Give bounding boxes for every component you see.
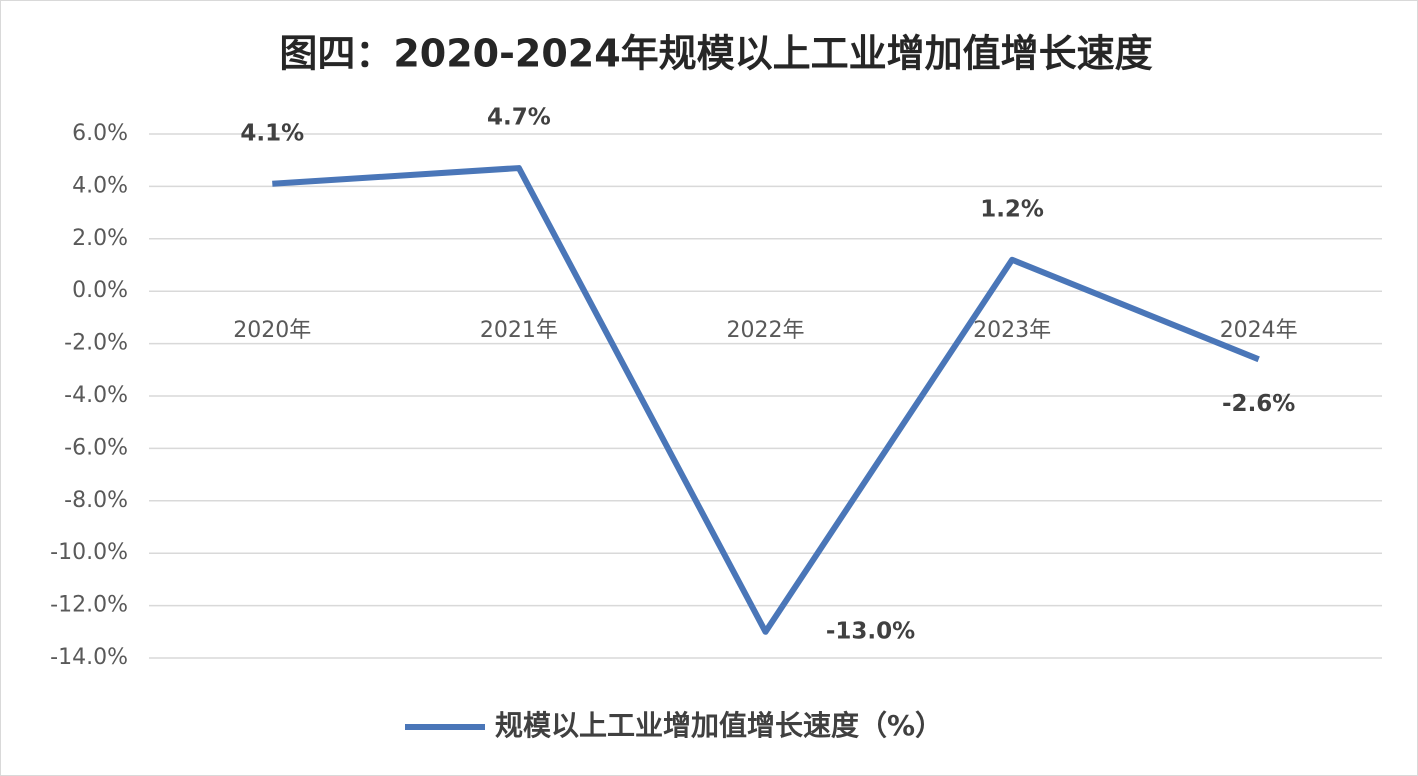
y-tick-label: -4.0% (64, 383, 128, 408)
y-tick-label: -10.0% (50, 540, 128, 565)
y-tick-label: 4.0% (72, 173, 128, 198)
y-tick-label: -2.0% (64, 331, 128, 356)
y-tick-label: 6.0% (72, 121, 128, 146)
data-label: 4.1% (240, 120, 304, 146)
y-tick-label: -8.0% (64, 488, 128, 513)
y-tick-label: -14.0% (50, 645, 128, 670)
y-tick-label: 0.0% (72, 278, 128, 303)
data-label: -13.0% (826, 618, 915, 644)
y-tick-label: 2.0% (72, 226, 128, 251)
data-line (272, 165, 1260, 635)
y-tick-label: -6.0% (64, 435, 128, 460)
data-label: 4.7% (487, 105, 551, 131)
data-label: -2.6% (1222, 391, 1295, 417)
x-tick-label: 2021年 (480, 318, 558, 343)
x-tick-label: 2024年 (1220, 318, 1298, 343)
chart-title: 图四：2020-2024年规模以上工业增加值增长速度 (279, 32, 1152, 76)
legend-label: 规模以上工业增加值增长速度（%） (495, 709, 943, 742)
y-tick-label: -12.0% (50, 593, 128, 618)
data-label: 1.2% (980, 196, 1044, 222)
x-tick-label: 2023年 (973, 318, 1051, 343)
x-tick-label: 2020年 (233, 318, 311, 343)
x-tick-label: 2022年 (727, 318, 805, 343)
